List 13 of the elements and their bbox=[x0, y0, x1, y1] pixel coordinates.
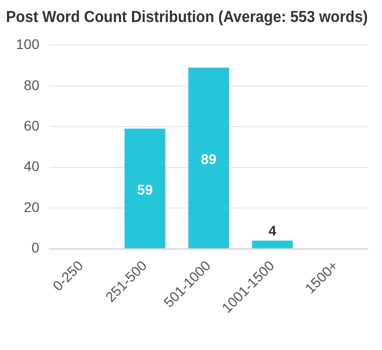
data-label: 89 bbox=[200, 150, 217, 167]
bar bbox=[252, 240, 293, 248]
y-tick-label: 20 bbox=[24, 198, 40, 215]
y-tick-label: 80 bbox=[24, 76, 40, 93]
chart-title: Post Word Count Distribution (Average: 553 words) bbox=[6, 8, 368, 26]
data-label: 59 bbox=[137, 181, 153, 198]
y-tick-label: 60 bbox=[24, 117, 40, 134]
bar bbox=[188, 68, 230, 248]
data-label: 4 bbox=[268, 222, 277, 238]
y-tick-label: 0 bbox=[32, 240, 40, 256]
y-tick-label: 100 bbox=[16, 36, 40, 52]
bar bbox=[124, 128, 166, 248]
y-tick-label: 40 bbox=[24, 158, 40, 174]
